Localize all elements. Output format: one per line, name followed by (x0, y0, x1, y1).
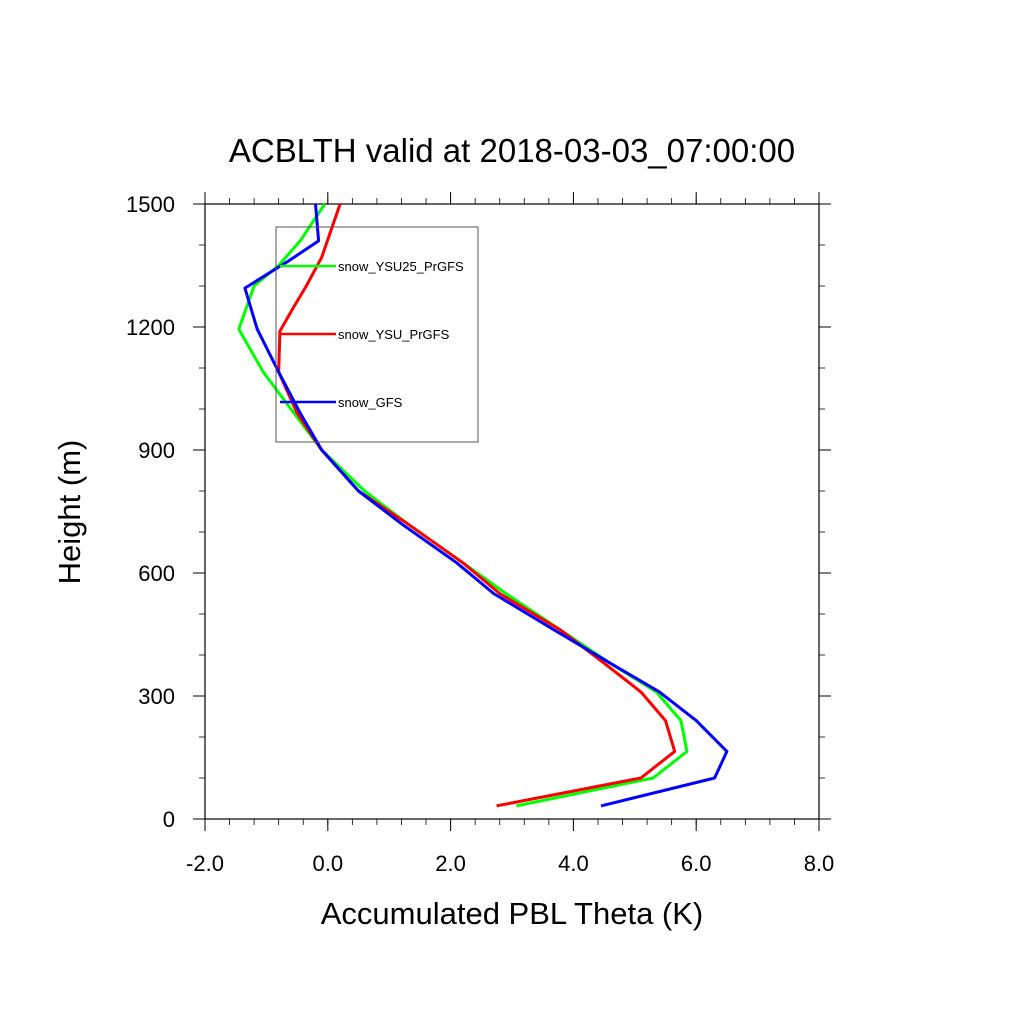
x-tick-label: 2.0 (435, 851, 466, 876)
y-tick-label: 900 (138, 438, 175, 463)
y-tick-label: 0 (163, 807, 175, 832)
legend-label: snow_YSU_PrGFS (338, 327, 450, 342)
series-line (237, 203, 689, 808)
legend-label: snow_GFS (338, 395, 403, 410)
series-line (277, 203, 677, 808)
x-tick-label: 8.0 (804, 851, 835, 876)
x-tick-label: 6.0 (681, 851, 712, 876)
x-tick-label: -2.0 (186, 851, 224, 876)
legend-box (275, 226, 479, 443)
chart-title: ACBLTH valid at 2018-03-03_07:00:00 (229, 132, 795, 169)
y-axis-label: Height (m) (52, 440, 87, 585)
y-tick-label: 1500 (126, 192, 175, 217)
plot-frame (204, 203, 820, 820)
series-line (243, 203, 729, 808)
plot-area: -2.0 0.0 2.0 4.0 6.0 8.0 0 300 600 900 1200 1500 sno… (126, 192, 834, 876)
y-tick-label: 600 (138, 561, 175, 586)
legend-label: snow_YSU25_PrGFS (338, 259, 464, 274)
x-axis-label: Accumulated PBL Theta (K) (321, 896, 704, 931)
x-tick-label: 4.0 (558, 851, 589, 876)
x-tick-label: 0.0 (313, 851, 344, 876)
y-tick-label: 1200 (126, 315, 175, 340)
y-tick-label: 300 (138, 684, 175, 709)
